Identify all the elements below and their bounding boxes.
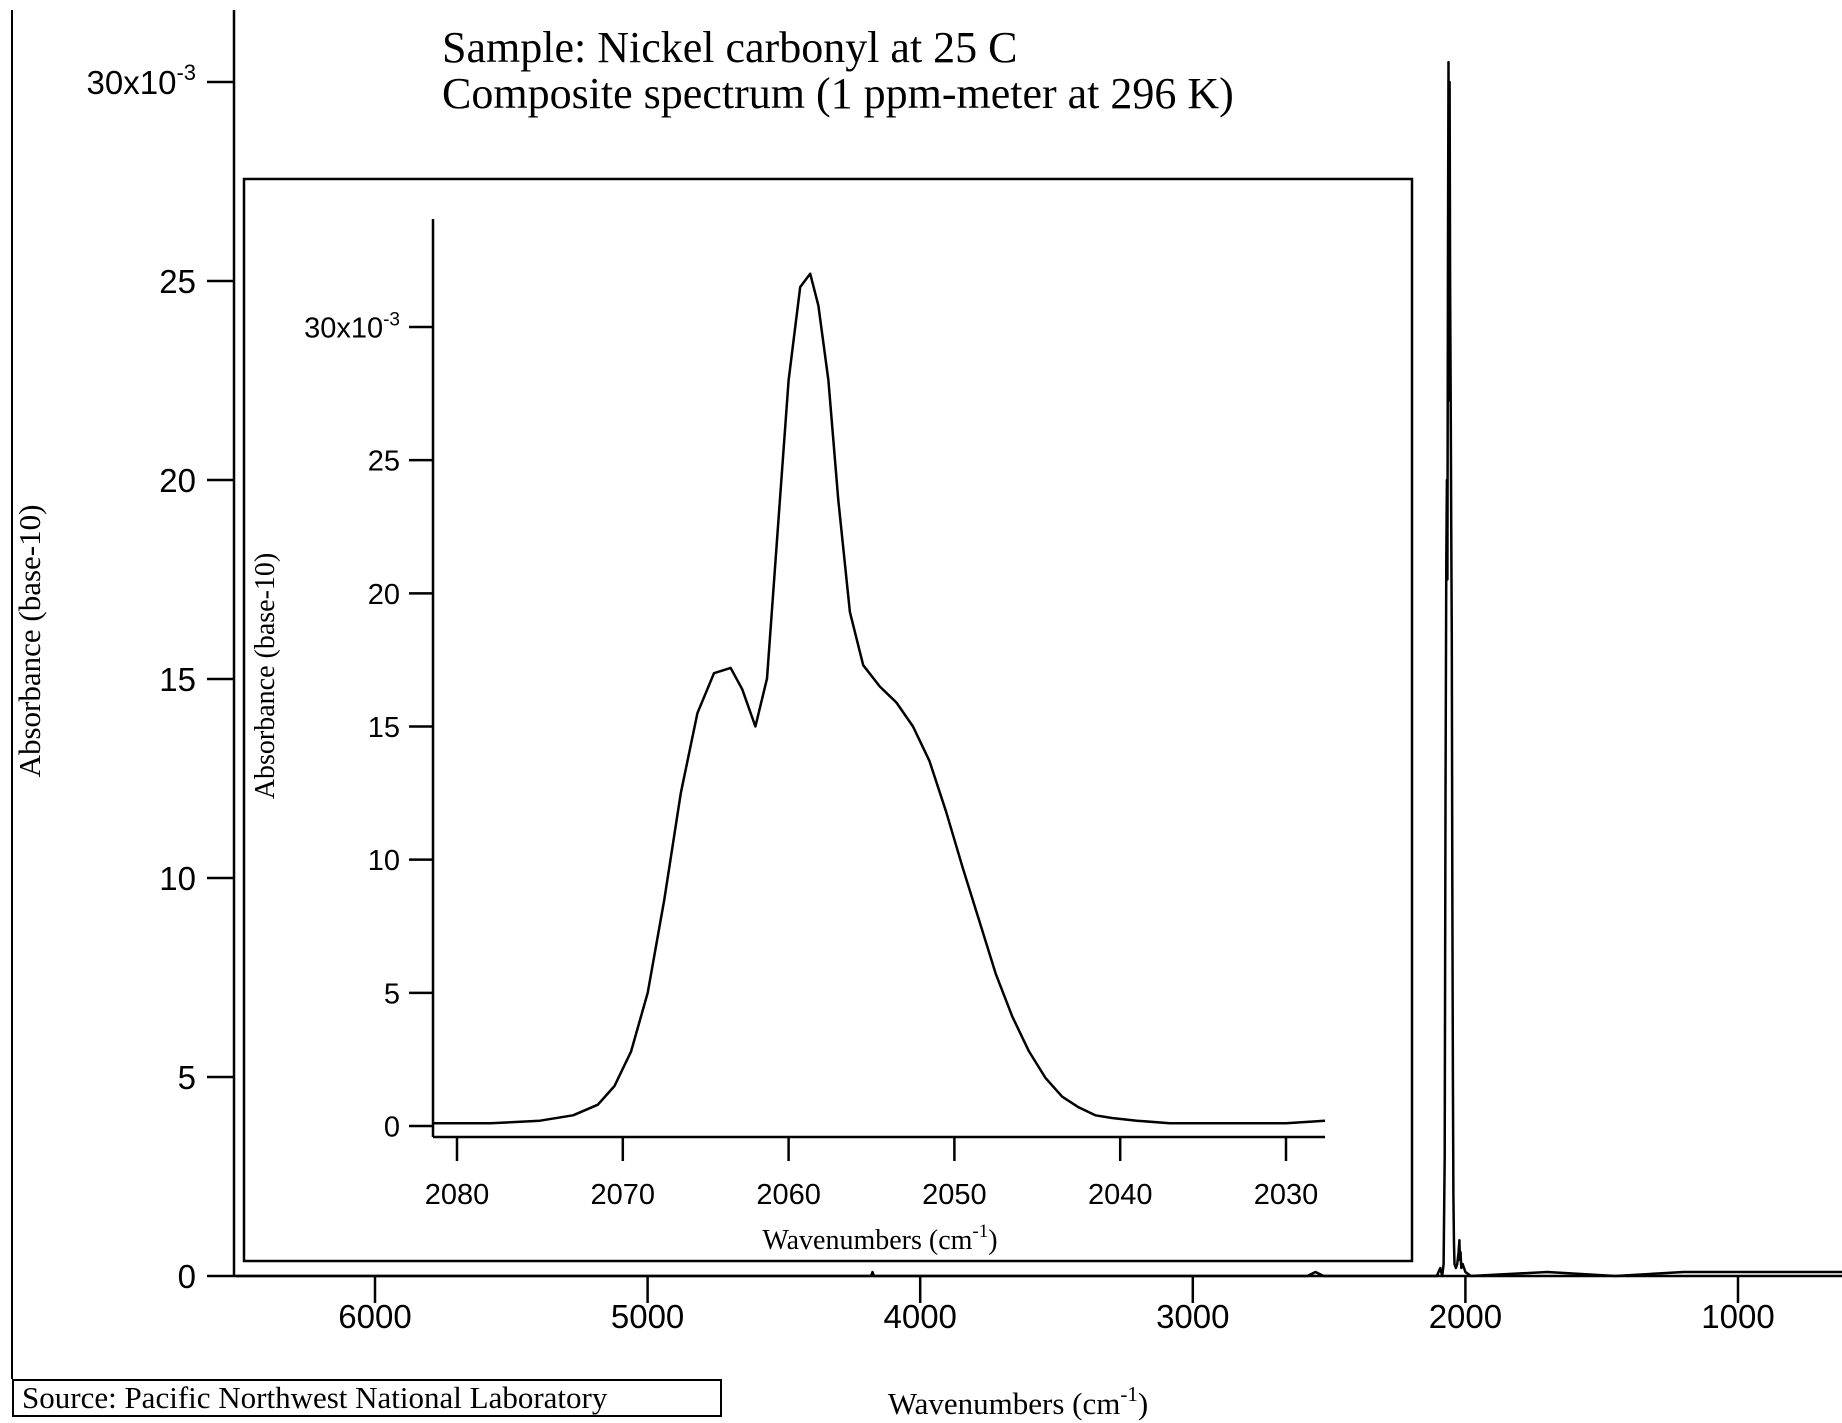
main-y-tick-label: 10: [159, 860, 196, 897]
inset-y-tick-label-base: 30x10: [304, 312, 383, 344]
inset-x-tick-label: 2060: [756, 1179, 821, 1211]
main-y-tick-label: 0: [178, 1258, 196, 1295]
main-x-axis-label: Wavenumbers (cm-1): [888, 1382, 1148, 1421]
inset-y-tick-label: 15: [368, 712, 400, 744]
inset-y-tick-label: 0: [384, 1111, 400, 1143]
main-y-axis-label: Absorbance (base-10): [12, 505, 47, 778]
inset-spectrum-line: [433, 272, 1326, 1125]
main-x-tick-label: 1000: [1701, 1298, 1774, 1335]
inset-x-axis-label: Wavenumbers (cm-1): [762, 1221, 997, 1256]
inset-x-label-text: Wavenumbers (cm: [762, 1225, 972, 1256]
main-x-label-sup: -1: [1120, 1382, 1138, 1406]
inset-x-tick-label: 2040: [1088, 1179, 1153, 1211]
inset-frame: [242, 177, 1414, 1263]
inset-y-tick-label: 30x10-3: [304, 309, 400, 344]
main-y-tick-label: 15: [159, 661, 196, 698]
main-x-tick-label: 4000: [883, 1298, 956, 1335]
inset-ticks: 0 5 10 15 20 25 30x10-3 2080 2070 2060 2050 2040 203…: [304, 309, 1318, 1211]
main-y-tick-label: 20: [159, 462, 196, 499]
inset-y-tick-label-exp: -3: [383, 309, 400, 330]
main-x-label-text: Wavenumbers (cm: [888, 1386, 1121, 1421]
inset-x-tick-label: 2030: [1254, 1179, 1319, 1211]
main-x-label-tail: ): [1138, 1386, 1148, 1421]
inset-y-tick-label: 10: [368, 845, 400, 877]
inset-x-label-sup: -1: [972, 1221, 988, 1242]
inset-x-tick-label: 2050: [922, 1179, 987, 1211]
main-spectrum-line: [236, 60, 1842, 1278]
chart-subtitle: Composite spectrum (1 ppm-meter at 296 K…: [442, 69, 1234, 118]
inset-y-tick-label: 5: [384, 978, 400, 1010]
chart-title: Sample: Nickel carbonyl at 25 C: [442, 23, 1018, 72]
main-y-tick-label-base: 30x10: [87, 64, 177, 101]
main-x-tick-label: 6000: [338, 1298, 411, 1335]
main-x-tick-label: 5000: [611, 1298, 684, 1335]
inset-y-tick-label: 25: [368, 446, 400, 478]
inset-x-tick-label: 2080: [425, 1179, 490, 1211]
inset-y-axis-label: Absorbance (base-10): [250, 553, 281, 799]
inset-x-label-tail: ): [988, 1225, 997, 1256]
main-y-tick-label: 30x10-3: [87, 60, 196, 101]
inset-x-tick-label: 2070: [591, 1179, 656, 1211]
main-y-tick-label-exp: -3: [176, 60, 196, 85]
source-label: Source: Pacific Northwest National Labor…: [12, 1379, 722, 1417]
inset-y-tick-label: 20: [368, 579, 400, 611]
main-x-tick-label: 3000: [1156, 1298, 1229, 1335]
main-y-tick-label: 5: [178, 1059, 196, 1096]
main-x-tick-label: 2000: [1429, 1298, 1502, 1335]
main-y-tick-label: 25: [159, 263, 196, 300]
